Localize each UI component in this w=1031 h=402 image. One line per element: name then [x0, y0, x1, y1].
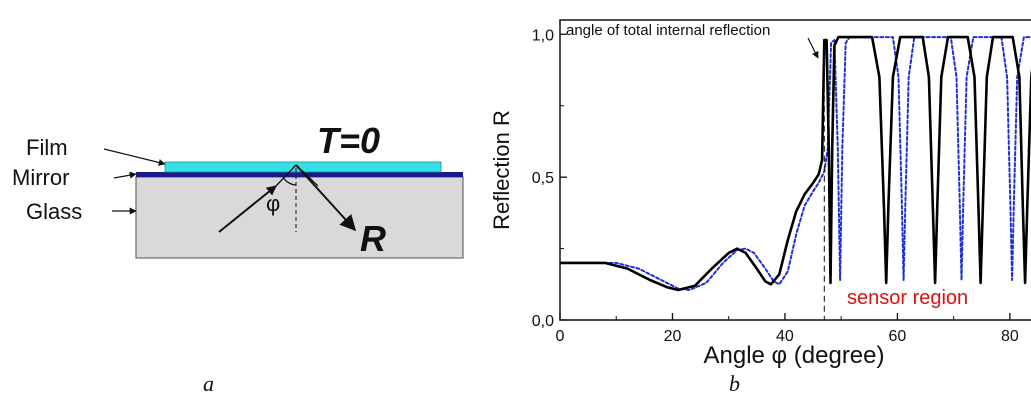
angle-phi-label: φ: [266, 191, 280, 216]
reflected-ray: [295, 164, 357, 232]
tir-annotation-arrow: [807, 37, 819, 59]
y-axis-ticks: 0,0 0,5 1,0: [532, 27, 567, 330]
mirror-label: Mirror: [12, 165, 69, 190]
glass-substrate: [135, 176, 464, 259]
reflected-label: R: [360, 218, 386, 259]
y-tick-label: 0,5: [532, 170, 554, 187]
series-line-solid: [560, 35, 1031, 292]
ray-in-film-up: [275, 164, 297, 187]
mirror-pointer-arrow: [113, 171, 137, 179]
tir-annotation: angle of total internal reflection: [566, 22, 770, 39]
x-tick-label: 80: [1001, 328, 1019, 345]
x-tick-label: 0: [556, 328, 565, 345]
x-tick-label: 60: [889, 328, 907, 345]
glass-label: Glass: [26, 199, 82, 224]
y-axis-title: Reflection R: [489, 110, 514, 230]
film-layer: [164, 161, 442, 173]
plot-frame: [559, 19, 1031, 321]
series-layer: [560, 35, 1031, 292]
panel-a-caption: a: [203, 371, 214, 396]
x-tick-label: 20: [664, 328, 682, 345]
angle-arc: [282, 176, 297, 186]
panel-a-diagram: Film Mirror Glass φ T=0 R: [12, 120, 464, 259]
series-line-dashed: [560, 36, 1031, 291]
y-tick-label: 1,0: [532, 27, 554, 44]
film-pointer-arrow: [103, 148, 166, 166]
sensor-region-label: sensor region: [847, 287, 968, 309]
mirror-layer: [136, 172, 463, 177]
panel-b-chart: 0,0 0,5 1,0 0 20 40 60 80 angle of total inter…: [489, 19, 1031, 369]
x-tick-label: 40: [776, 328, 794, 345]
film-label: Film: [26, 135, 68, 160]
incident-ray: [218, 185, 277, 233]
transmission-label: T=0: [317, 120, 380, 161]
x-axis-title: Angle φ (degree): [704, 342, 885, 369]
y-tick-label: 0,0: [532, 313, 554, 330]
panel-b-caption: b: [729, 371, 740, 396]
x-axis-ticks: 0 20 40 60 80: [556, 313, 1019, 345]
